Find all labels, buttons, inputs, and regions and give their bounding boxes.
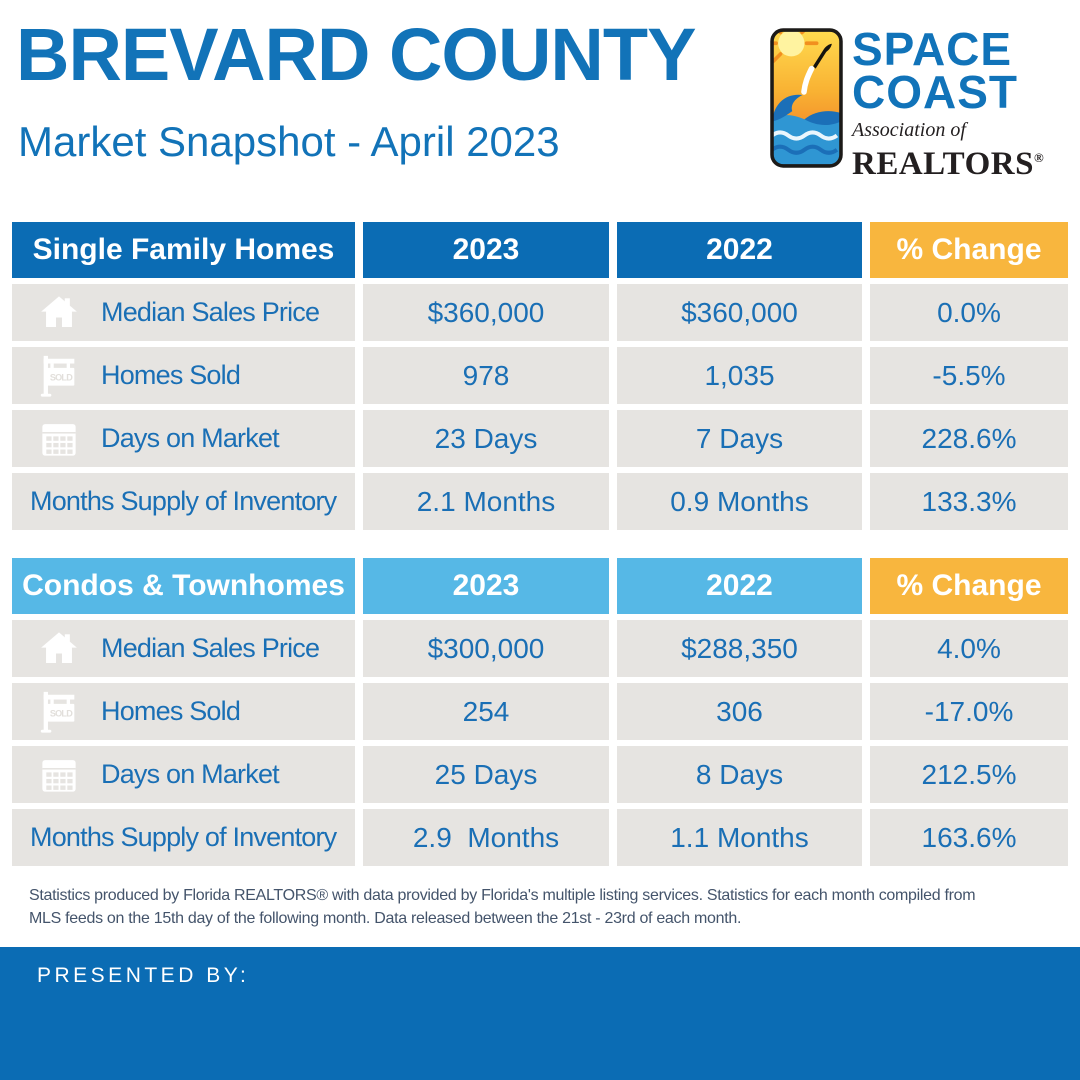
brand-name-coast: COAST (852, 66, 1018, 118)
row-label-median-sales-price: Median Sales Price (12, 620, 355, 677)
sf-months-supply-2023: 2.1 Months (363, 473, 609, 530)
row-label-months-supply: Months Supply of Inventory (12, 809, 355, 866)
brand-logo: SPACE COAST Association of REALTORS® (770, 23, 1044, 182)
row-label-days-on-market: Days on Market (12, 746, 355, 803)
disclaimer-line-2: MLS feeds on the 15th day of the followi… (29, 910, 742, 927)
column-header-2022: 2022 (617, 558, 862, 614)
sold-sign-icon: SOLD (30, 689, 88, 735)
row-label-text: Days on Market (101, 759, 280, 789)
ct-months-supply-change: 163.6% (870, 809, 1068, 866)
sold-sign-text: SOLD (50, 372, 73, 382)
brand-name-space: SPACE (852, 23, 1013, 75)
row-label-text: Months Supply of Inventory (30, 486, 337, 516)
column-header-percent-change: % Change (870, 558, 1068, 614)
sun-icon (778, 30, 805, 57)
row-label-days-on-market: Days on Market (12, 410, 355, 467)
row-label-homes-sold: SOLD Homes Sold (12, 683, 355, 740)
presented-by-label: PRESENTED BY: (37, 964, 250, 987)
sold-sign-text: SOLD (50, 708, 73, 718)
sf-months-supply-2022: 0.9 Months (617, 473, 862, 530)
column-header-2022: 2022 (617, 222, 862, 278)
single-family-homes-table: Single Family Homes 2023 2022 % Change M… (12, 222, 1068, 530)
ct-months-supply-2023: 2.9 Months (363, 809, 609, 866)
condos-townhomes-table: Condos & Townhomes 2023 2022 % Change Me… (12, 558, 1068, 866)
sf-days-on-market-2022: 7 Days (617, 410, 862, 467)
ct-homes-sold-change: -17.0% (870, 683, 1068, 740)
page-subtitle: Market Snapshot - April 2023 (18, 118, 560, 165)
calendar-icon (30, 418, 88, 460)
disclaimer-line-1: Statistics produced by Florida REALTORS®… (29, 887, 976, 904)
ct-months-supply-2022: 1.1 Months (617, 809, 862, 866)
ct-homes-sold-2023: 254 (363, 683, 609, 740)
sf-homes-sold-2023: 978 (363, 347, 609, 404)
column-header-2023: 2023 (363, 222, 609, 278)
rocket-contrail-icon (801, 65, 815, 95)
ct-homes-sold-2022: 306 (617, 683, 862, 740)
sf-median-price-change: 0.0% (870, 284, 1068, 341)
column-header-percent-change: % Change (870, 222, 1068, 278)
table-title-condos: Condos & Townhomes (12, 558, 355, 614)
brand-realtors: REALTORS® (852, 140, 1044, 182)
row-label-homes-sold: SOLD Homes Sold (12, 347, 355, 404)
row-label-text: Median Sales Price (101, 633, 320, 663)
ct-median-price-2023: $300,000 (363, 620, 609, 677)
row-label-text: Months Supply of Inventory (30, 822, 337, 852)
sf-median-price-2023: $360,000 (363, 284, 609, 341)
space-coast-badge-icon (770, 28, 843, 168)
brand-realtors-text: REALTORS (852, 146, 1034, 182)
home-icon (30, 292, 88, 334)
calendar-icon (30, 754, 88, 796)
ct-days-on-market-change: 212.5% (870, 746, 1068, 803)
disclaimer-text: Statistics produced by Florida REALTORS®… (29, 884, 976, 930)
sf-months-supply-change: 133.3% (870, 473, 1068, 530)
ct-median-price-change: 4.0% (870, 620, 1068, 677)
row-label-months-supply: Months Supply of Inventory (12, 473, 355, 530)
row-label-median-sales-price: Median Sales Price (12, 284, 355, 341)
sf-median-price-2022: $360,000 (617, 284, 862, 341)
sf-homes-sold-change: -5.5% (870, 347, 1068, 404)
row-label-text: Homes Sold (101, 360, 241, 390)
row-label-text: Median Sales Price (101, 297, 320, 327)
page-title: BREVARD COUNTY (16, 13, 696, 96)
rocket-icon (813, 43, 832, 69)
brand-text: SPACE COAST Association of REALTORS® (852, 23, 1044, 182)
row-label-text: Homes Sold (101, 696, 241, 726)
ct-median-price-2022: $288,350 (617, 620, 862, 677)
ct-days-on-market-2022: 8 Days (617, 746, 862, 803)
ct-days-on-market-2023: 25 Days (363, 746, 609, 803)
registered-mark: ® (1033, 150, 1045, 165)
sf-days-on-market-change: 228.6% (870, 410, 1068, 467)
table-title-single-family: Single Family Homes (12, 222, 355, 278)
home-icon (30, 628, 88, 670)
footer-bar: PRESENTED BY: (0, 947, 1080, 1080)
column-header-2023: 2023 (363, 558, 609, 614)
sold-sign-icon: SOLD (30, 353, 88, 399)
brand-association-of: Association of (852, 119, 966, 141)
row-label-text: Days on Market (101, 423, 280, 453)
sf-homes-sold-2022: 1,035 (617, 347, 862, 404)
sf-days-on-market-2023: 23 Days (363, 410, 609, 467)
